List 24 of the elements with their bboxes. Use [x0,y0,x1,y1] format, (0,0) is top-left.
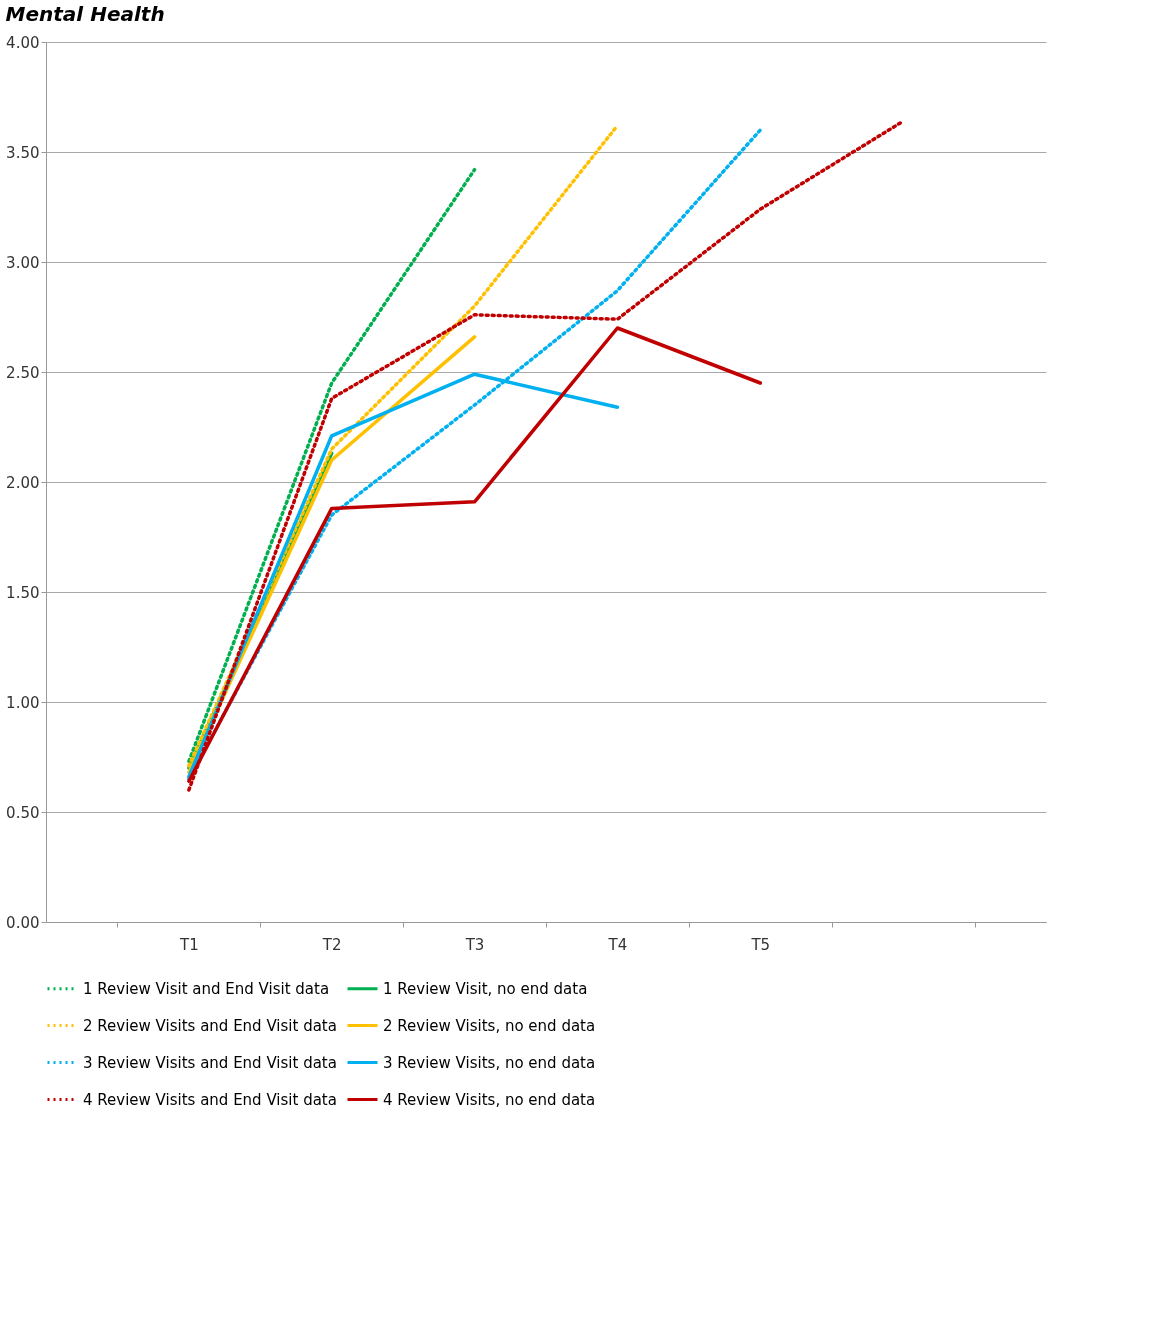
x-tick-label: T2 [321,935,342,954]
y-tick-label: 4.00 [6,33,40,52]
legend-label: 4 Review Visits, no end data [383,1090,596,1109]
legend-label: 2 Review Visits, no end data [383,1016,596,1035]
y-tick-label: 0.50 [6,803,40,822]
line-series [187,119,905,792]
legend-label: 1 Review Visit, no end data [383,979,588,998]
x-tick-label: T1 [179,935,199,954]
y-tick-label: 1.00 [6,693,40,712]
x-tick-label: T5 [750,935,771,954]
legend-label: 2 Review Visits and End Visit data [83,1016,337,1035]
chart-title: Mental Health [5,2,165,26]
y-tick-label: 1.50 [6,583,40,602]
y-tick-label: 2.00 [6,473,40,492]
y-tick-label: 2.50 [6,363,40,382]
legend-label: 3 Review Visits and End Visit data [83,1053,337,1072]
x-tick-label: T4 [607,935,628,954]
legend-label: 3 Review Visits, no end data [383,1053,596,1072]
y-tick-label: 0.00 [6,913,40,932]
x-tick-label: T3 [464,935,485,954]
y-tick-label: 3.50 [6,143,40,162]
legend-label: 4 Review Visits and End Visit data [83,1090,337,1109]
legend-label: 1 Review Visit and End Visit data [83,979,330,998]
y-tick-label: 3.00 [6,253,40,272]
